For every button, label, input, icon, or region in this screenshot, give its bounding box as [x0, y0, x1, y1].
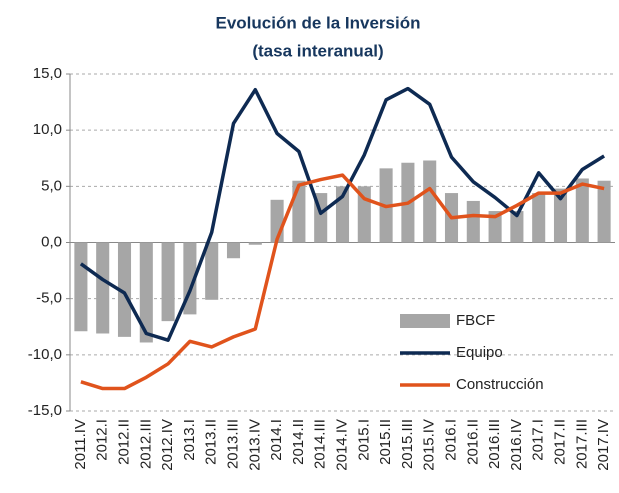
- x-tick-label: 2017.III: [573, 419, 590, 469]
- y-tick-label: -5,0: [36, 290, 62, 307]
- x-tick-label: 2017.IV: [595, 419, 612, 471]
- bar: [466, 200, 480, 243]
- x-tick-label: 2015.I: [355, 419, 372, 461]
- x-tick-label: 2012.II: [115, 419, 132, 465]
- y-tick-label: 10,0: [33, 121, 62, 138]
- bar: [597, 180, 611, 243]
- bar: [553, 188, 568, 243]
- bar: [226, 242, 241, 259]
- x-tick-label: 2014.IV: [333, 419, 350, 471]
- x-tick-label: 2016.III: [486, 419, 503, 469]
- bar: [510, 211, 524, 243]
- chart-subtitle: (tasa interanual): [252, 41, 383, 60]
- x-tick-label: 2014.II: [290, 419, 307, 465]
- x-tick-label: 2012.III: [137, 419, 154, 469]
- x-tick-label: 2016.II: [464, 419, 481, 465]
- bar: [423, 160, 437, 243]
- x-tick-label: 2016.I: [442, 419, 459, 461]
- bar: [117, 242, 132, 337]
- x-tick-label: 2015.II: [377, 419, 394, 465]
- x-tick-label: 2014.III: [312, 419, 329, 469]
- x-tick-label: 2013.IV: [246, 419, 263, 471]
- legend-label: FBCF: [456, 312, 495, 329]
- bar: [488, 211, 502, 243]
- bar: [74, 242, 88, 332]
- bar: [161, 242, 175, 322]
- bar: [575, 178, 589, 243]
- x-tick-label: 2015.IV: [421, 419, 438, 471]
- x-tick-label: 2017.I: [530, 419, 547, 461]
- x-tick-label: 2013.I: [181, 419, 198, 461]
- y-tick-label: -10,0: [28, 346, 62, 363]
- x-tick-label: 2012.I: [94, 419, 111, 461]
- bar: [139, 242, 153, 343]
- y-tick-label: -15,0: [28, 402, 62, 419]
- legend-label: Construcción: [456, 376, 544, 393]
- bar: [532, 193, 546, 243]
- chart-title: Evolución de la Inversión: [216, 13, 421, 32]
- x-tick-label: 2015.III: [399, 419, 416, 469]
- x-tick-label: 2017.II: [551, 419, 568, 465]
- y-tick-label: 5,0: [41, 177, 62, 194]
- x-tick-label: 2011.IV: [72, 419, 89, 470]
- bar: [205, 242, 219, 300]
- x-tick-label: 2013.II: [203, 419, 220, 465]
- x-tick-label: 2016.IV: [508, 419, 525, 471]
- bar: [96, 242, 110, 334]
- bar: [248, 242, 262, 245]
- legend-label: Equipo: [456, 344, 503, 361]
- line: [79, 86, 606, 342]
- bar: [292, 180, 306, 243]
- y-tick-label: 15,0: [33, 65, 62, 82]
- x-tick-label: 2012.IV: [159, 419, 176, 471]
- x-tick-label: 2014.I: [268, 419, 285, 461]
- legend-swatch: [400, 314, 450, 328]
- x-tick-label: 2013.III: [224, 419, 241, 469]
- line: [80, 173, 605, 391]
- y-tick-label: 0,0: [41, 233, 62, 250]
